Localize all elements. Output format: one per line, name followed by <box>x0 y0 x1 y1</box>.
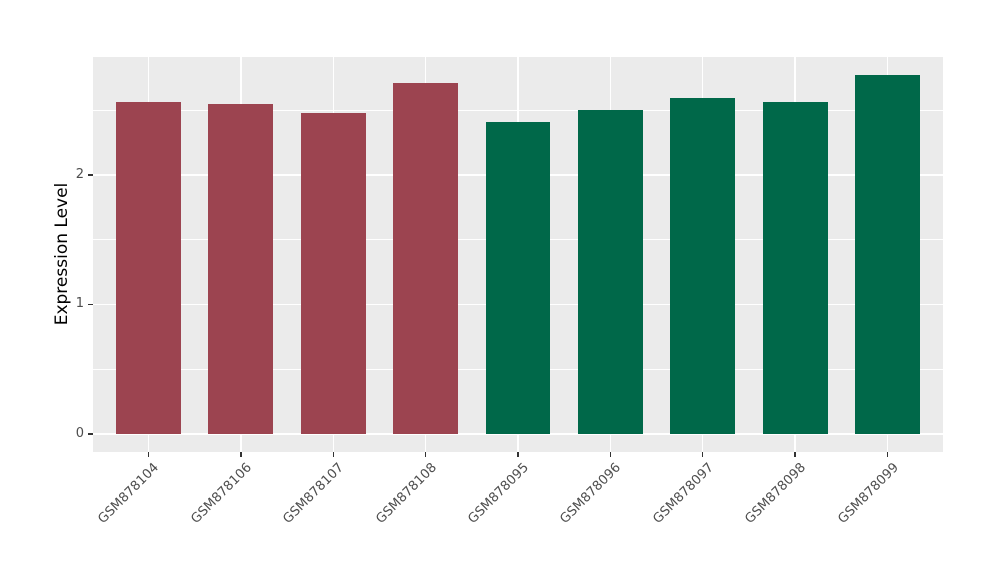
bar-GSM878104 <box>116 102 181 434</box>
y-tick-label-0: 0 <box>75 425 84 441</box>
x-tick-mark-GSM878108 <box>424 452 427 457</box>
x-tick-mark-GSM878104 <box>147 452 150 457</box>
bar-GSM878095 <box>485 121 551 434</box>
y-tick-mark-1 <box>88 303 93 306</box>
bar-GSM878098 <box>762 102 828 434</box>
x-tick-mark-GSM878106 <box>240 452 242 457</box>
x-tick-mark-GSM878099 <box>886 452 889 457</box>
bar-GSM878108 <box>393 82 458 434</box>
bar-GSM878099 <box>855 75 920 434</box>
bar-GSM878106 <box>208 103 274 434</box>
bar-GSM878096 <box>578 110 643 434</box>
x-tick-mark-GSM878096 <box>609 452 612 457</box>
bar-GSM878097 <box>670 98 736 434</box>
x-tick-mark-GSM878097 <box>702 452 704 457</box>
y-tick-label-1: 1 <box>75 296 84 312</box>
x-tick-mark-GSM878098 <box>794 452 796 457</box>
plot-panel <box>93 57 943 452</box>
y-tick-label-2: 2 <box>75 166 84 182</box>
x-tick-mark-GSM878095 <box>517 452 519 457</box>
y-tick-mark-2 <box>88 174 93 176</box>
bar-GSM878107 <box>300 112 366 434</box>
y-tick-mark-0 <box>88 433 93 435</box>
x-tick-mark-GSM878107 <box>332 452 334 457</box>
